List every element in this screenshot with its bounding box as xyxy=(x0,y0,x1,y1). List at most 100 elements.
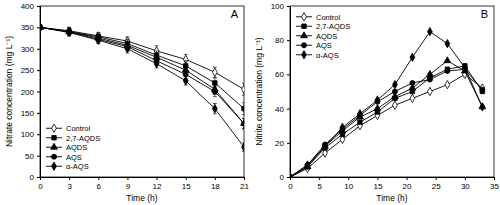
tick-label: 9 xyxy=(126,182,131,191)
tick-label: 0 xyxy=(38,182,43,191)
point xyxy=(410,53,415,61)
point xyxy=(67,28,72,36)
tick: 40 xyxy=(275,105,290,114)
tick: 0 xyxy=(288,177,293,191)
point xyxy=(480,103,485,111)
legend-marker xyxy=(302,51,307,59)
tick: 6 xyxy=(97,177,102,191)
point xyxy=(444,57,451,63)
point xyxy=(393,80,398,88)
legend-label: α-AQS xyxy=(316,51,339,60)
tick-mark xyxy=(69,177,70,180)
error-bar xyxy=(125,44,129,53)
tick: 9 xyxy=(126,177,131,191)
tick-mark xyxy=(215,177,216,180)
point xyxy=(392,89,397,94)
point xyxy=(427,27,432,35)
tick-label: 18 xyxy=(211,182,220,191)
tick-label: 0 xyxy=(30,173,35,182)
tick: 20 xyxy=(403,177,412,191)
legend-marker xyxy=(301,32,308,38)
tick: 20 xyxy=(275,139,290,148)
panel: 05101520253035020406080100Time (h)Nitrit… xyxy=(254,2,499,203)
tick-mark xyxy=(436,177,437,180)
plot-frame xyxy=(290,6,494,177)
tick-mark xyxy=(37,6,40,7)
point xyxy=(462,63,467,71)
legend-label: AQS xyxy=(66,153,82,162)
tick-mark xyxy=(157,177,158,180)
tick: 21 xyxy=(240,177,249,191)
tick-label: 5 xyxy=(317,182,322,191)
tick-mark xyxy=(37,156,40,157)
point xyxy=(212,89,217,94)
legend-marker xyxy=(302,13,307,21)
tick-mark xyxy=(127,177,128,180)
tick-mark xyxy=(37,134,40,135)
tick-label: 15 xyxy=(182,182,191,191)
tick-mark xyxy=(37,177,40,178)
tick-mark xyxy=(287,40,290,41)
series-line xyxy=(290,61,482,177)
tick: 18 xyxy=(211,177,220,191)
legend-label: AQDS xyxy=(66,143,87,152)
tick: 100 xyxy=(21,130,40,139)
series-line xyxy=(290,66,482,177)
error-bar xyxy=(213,86,217,96)
tick-label: 30 xyxy=(461,182,470,191)
tick: 0 xyxy=(30,173,40,182)
tick-mark xyxy=(37,92,40,93)
legend-marker xyxy=(52,124,57,132)
tick: 200 xyxy=(21,88,40,97)
point xyxy=(374,105,381,111)
point xyxy=(212,104,217,112)
legend-marker xyxy=(51,143,58,149)
point xyxy=(290,173,292,177)
panel-title: A xyxy=(231,8,239,20)
tick-label: 80 xyxy=(275,36,284,45)
legend-label: Control xyxy=(66,124,91,133)
legend-label: AQS xyxy=(316,41,332,50)
tick-label: 100 xyxy=(271,2,285,11)
tick-mark xyxy=(287,177,290,178)
point xyxy=(427,87,432,95)
tick: 35 xyxy=(490,177,499,191)
error-bar xyxy=(242,118,244,128)
legend-item: Control xyxy=(46,124,91,133)
point xyxy=(96,36,101,44)
legend-item: AQS xyxy=(296,41,332,50)
tick-mark xyxy=(287,143,290,144)
legend-label: Control xyxy=(316,13,341,22)
tick: 60 xyxy=(275,70,290,79)
tick-label: 3 xyxy=(67,182,72,191)
tick-mark xyxy=(186,177,187,180)
x-axis: 05101520253035 xyxy=(288,177,499,191)
legend-item: Control xyxy=(296,13,341,22)
tick-mark xyxy=(465,177,466,180)
y-axis-title: Nitrite concentration (mg L⁻¹) xyxy=(254,37,264,146)
tick: 250 xyxy=(21,66,40,75)
tick-label: 35 xyxy=(490,182,499,191)
tick: 10 xyxy=(344,177,353,191)
tick-mark xyxy=(319,177,320,180)
tick: 150 xyxy=(21,109,40,118)
point xyxy=(40,23,42,31)
point xyxy=(393,101,398,109)
point xyxy=(340,123,345,131)
point xyxy=(480,87,485,92)
tick-label: 25 xyxy=(432,182,441,191)
tick-label: 300 xyxy=(21,45,35,54)
point xyxy=(40,23,42,31)
legend-item: AQDS xyxy=(296,32,337,41)
y-axis: 050100150200250300350400 xyxy=(21,2,41,182)
tick-mark xyxy=(37,49,40,50)
point xyxy=(241,121,244,126)
point xyxy=(445,39,450,47)
tick: 80 xyxy=(275,36,290,45)
series-line xyxy=(290,69,482,177)
tick-label: 350 xyxy=(21,23,35,32)
legend-item: AQS xyxy=(46,153,82,162)
tick-label: 20 xyxy=(275,139,284,148)
point xyxy=(290,173,292,177)
error-bar xyxy=(155,59,159,68)
